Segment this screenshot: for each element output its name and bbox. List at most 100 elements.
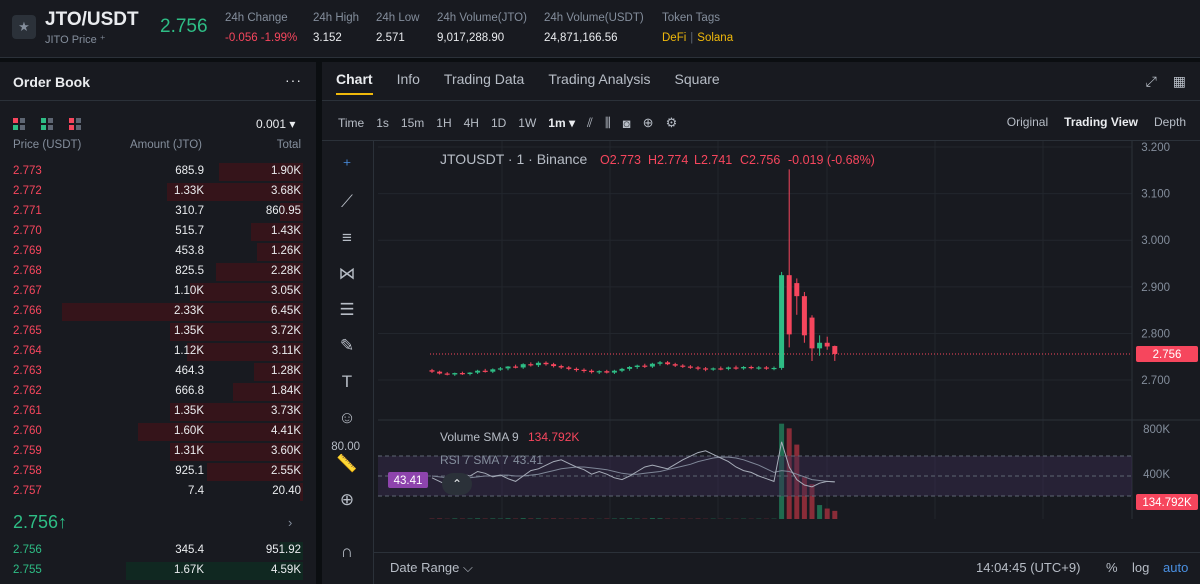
horizontal-lines-icon[interactable]: ≡ (342, 228, 352, 247)
view-original[interactable]: Original (1006, 115, 1049, 129)
stat-label: 24h Volume(JTO) (437, 12, 527, 24)
asks-only-view-icon[interactable] (69, 118, 81, 130)
rsi-legend-title: RSI 7 SMA 7 (440, 453, 509, 467)
ruler-icon[interactable]: 📏 (336, 454, 358, 473)
ask-row[interactable]: 2.770 515.7 1.43K (0, 222, 316, 242)
interval-15m[interactable]: 15m (400, 116, 425, 130)
view-trading-view[interactable]: Trading View (1064, 115, 1138, 129)
depth-bar (219, 163, 303, 181)
candle-body (763, 367, 769, 369)
ask-price: 2.764 (13, 345, 42, 357)
camera-icon[interactable]: ◙ (622, 115, 631, 131)
crosshair-icon[interactable]: ⁺ (342, 156, 352, 175)
expand-icon[interactable]: ⤢ (1145, 73, 1157, 89)
bids-only-view-icon[interactable] (41, 118, 53, 130)
chart-type-candles-icon[interactable]: ⫼ (604, 115, 611, 130)
candle-body (505, 366, 511, 369)
tab-trading-data[interactable]: Trading Data (443, 71, 525, 87)
symbol-subtitle[interactable]: JITO Price ⁺ (45, 34, 106, 46)
volume-bar (824, 508, 830, 519)
ask-total: 2.28K (270, 265, 301, 277)
magnet-icon[interactable]: ∩ (340, 542, 354, 561)
pattern-icon[interactable]: ⋈ (338, 264, 356, 283)
price-tick-label: 2.800 (1141, 328, 1170, 340)
text-tool-icon[interactable]: T (341, 372, 353, 391)
volume-bar (475, 518, 481, 519)
collapse-toggle (442, 473, 472, 495)
ask-row[interactable]: 2.768 825.5 2.28K (0, 262, 316, 282)
candlestick-chart[interactable]: 3.200 3.100 3.000 2.900 2.800 2.700 2.756 800K 4… (322, 141, 1200, 521)
log-scale-button[interactable]: log (1132, 560, 1150, 575)
interval-1m-select[interactable]: 1m ▾ (548, 116, 575, 130)
layout-grid-icon[interactable]: ▦ (1172, 73, 1186, 89)
stat-24h-change: 24h Change -0.056 -1.99% (225, 12, 297, 44)
more-options-icon[interactable]: ··· (285, 72, 302, 88)
bid-row[interactable]: 2.756 345.4 951.92 (0, 541, 316, 561)
ask-row[interactable]: 2.773 685.9 1.90K (0, 162, 316, 182)
add-icon[interactable]: ⊕ (642, 115, 654, 130)
zoom-in-icon[interactable]: ⊕ (339, 490, 355, 509)
fib-retracement-icon[interactable]: ☰ (339, 300, 355, 319)
candle-body (665, 362, 671, 365)
ask-row[interactable]: 2.772 1.33K 3.68K (0, 182, 316, 202)
date-range-button[interactable]: Date Range ⌵ (390, 560, 473, 575)
tab-trading-analysis[interactable]: Trading Analysis (548, 71, 651, 87)
tab-square[interactable]: Square (674, 71, 720, 87)
ask-row[interactable]: 2.761 1.35K 3.73K (0, 402, 316, 422)
collapse-chevron-icon: ⌃ (452, 477, 462, 491)
precision-select[interactable]: 0.001 ▾ (256, 117, 296, 131)
favorite-star-icon[interactable]: ★ (12, 15, 36, 39)
trend-line-icon[interactable]: ⟋ (341, 192, 353, 211)
divider (0, 100, 316, 101)
ask-row[interactable]: 2.771 310.7 860.95 (0, 202, 316, 222)
candle-body (490, 369, 496, 372)
indicators-icon[interactable]: ⫽ (587, 115, 593, 130)
ask-row[interactable]: 2.765 1.35K 3.72K (0, 322, 316, 342)
ask-row[interactable]: 2.769 453.8 1.26K (0, 242, 316, 262)
candle-body (657, 362, 663, 364)
auto-scale-button[interactable]: auto (1163, 560, 1189, 575)
interval-time[interactable]: Time (338, 116, 365, 130)
ask-row[interactable]: 2.758 925.1 2.55K (0, 462, 316, 482)
ask-amount: 825.5 (175, 265, 204, 277)
interval-1h[interactable]: 1H (436, 116, 452, 130)
ask-total: 3.72K (270, 325, 301, 337)
candle-body (741, 367, 747, 369)
chart-tabs: Chart Info Trading Data Trading Analysis… (336, 71, 720, 95)
ask-row[interactable]: 2.759 1.31K 3.60K (0, 442, 316, 462)
percent-scale-button[interactable]: % (1106, 560, 1118, 575)
ask-row[interactable]: 2.767 1.10K 3.05K (0, 282, 316, 302)
both-sides-view-icon[interactable] (13, 118, 25, 130)
interval-1d[interactable]: 1D (490, 116, 507, 130)
tab-info[interactable]: Info (396, 71, 420, 87)
ask-row[interactable]: 2.760 1.60K 4.41K (0, 422, 316, 442)
bid-row[interactable]: 2.755 1.67K 4.59K (0, 561, 316, 581)
chevron-right-icon[interactable]: › (288, 515, 293, 530)
ask-row[interactable]: 2.762 666.8 1.84K (0, 382, 316, 402)
emoji-icon[interactable]: ☺ (338, 408, 356, 427)
legend-h: H2.774 (648, 153, 688, 167)
ask-total: 1.26K (270, 245, 301, 257)
brush-icon[interactable]: ✎ (339, 336, 355, 355)
tab-chart[interactable]: Chart (336, 71, 373, 95)
ask-total: 860.95 (265, 205, 301, 217)
ask-row[interactable]: 2.764 1.12K 3.11K (0, 342, 316, 362)
candle-body (429, 370, 435, 372)
token-tags-label: Token Tags (662, 12, 720, 24)
ask-amount: 1.35K (173, 405, 204, 417)
tag-solana[interactable]: Solana (697, 32, 734, 44)
ask-amount: 1.12K (173, 345, 204, 357)
candle-body (513, 366, 519, 368)
interval-1w[interactable]: 1W (518, 116, 537, 130)
candle-body (733, 367, 739, 369)
settings-gear-icon[interactable]: ⚙ (665, 115, 678, 130)
ask-row[interactable]: 2.766 2.33K 6.45K (0, 302, 316, 322)
view-depth[interactable]: Depth (1153, 115, 1186, 129)
interval-4h[interactable]: 4H (463, 116, 479, 130)
volume-sma-label: 134.792K (1142, 497, 1192, 509)
tag-defi[interactable]: DeFi (662, 32, 687, 44)
ask-row[interactable]: 2.763 464.3 1.28K (0, 362, 316, 382)
token-tags: Token Tags DeFi | Solana (662, 12, 733, 44)
ask-row[interactable]: 2.757 7.4 20.40 (0, 482, 316, 502)
interval-1s[interactable]: 1s (376, 116, 389, 130)
